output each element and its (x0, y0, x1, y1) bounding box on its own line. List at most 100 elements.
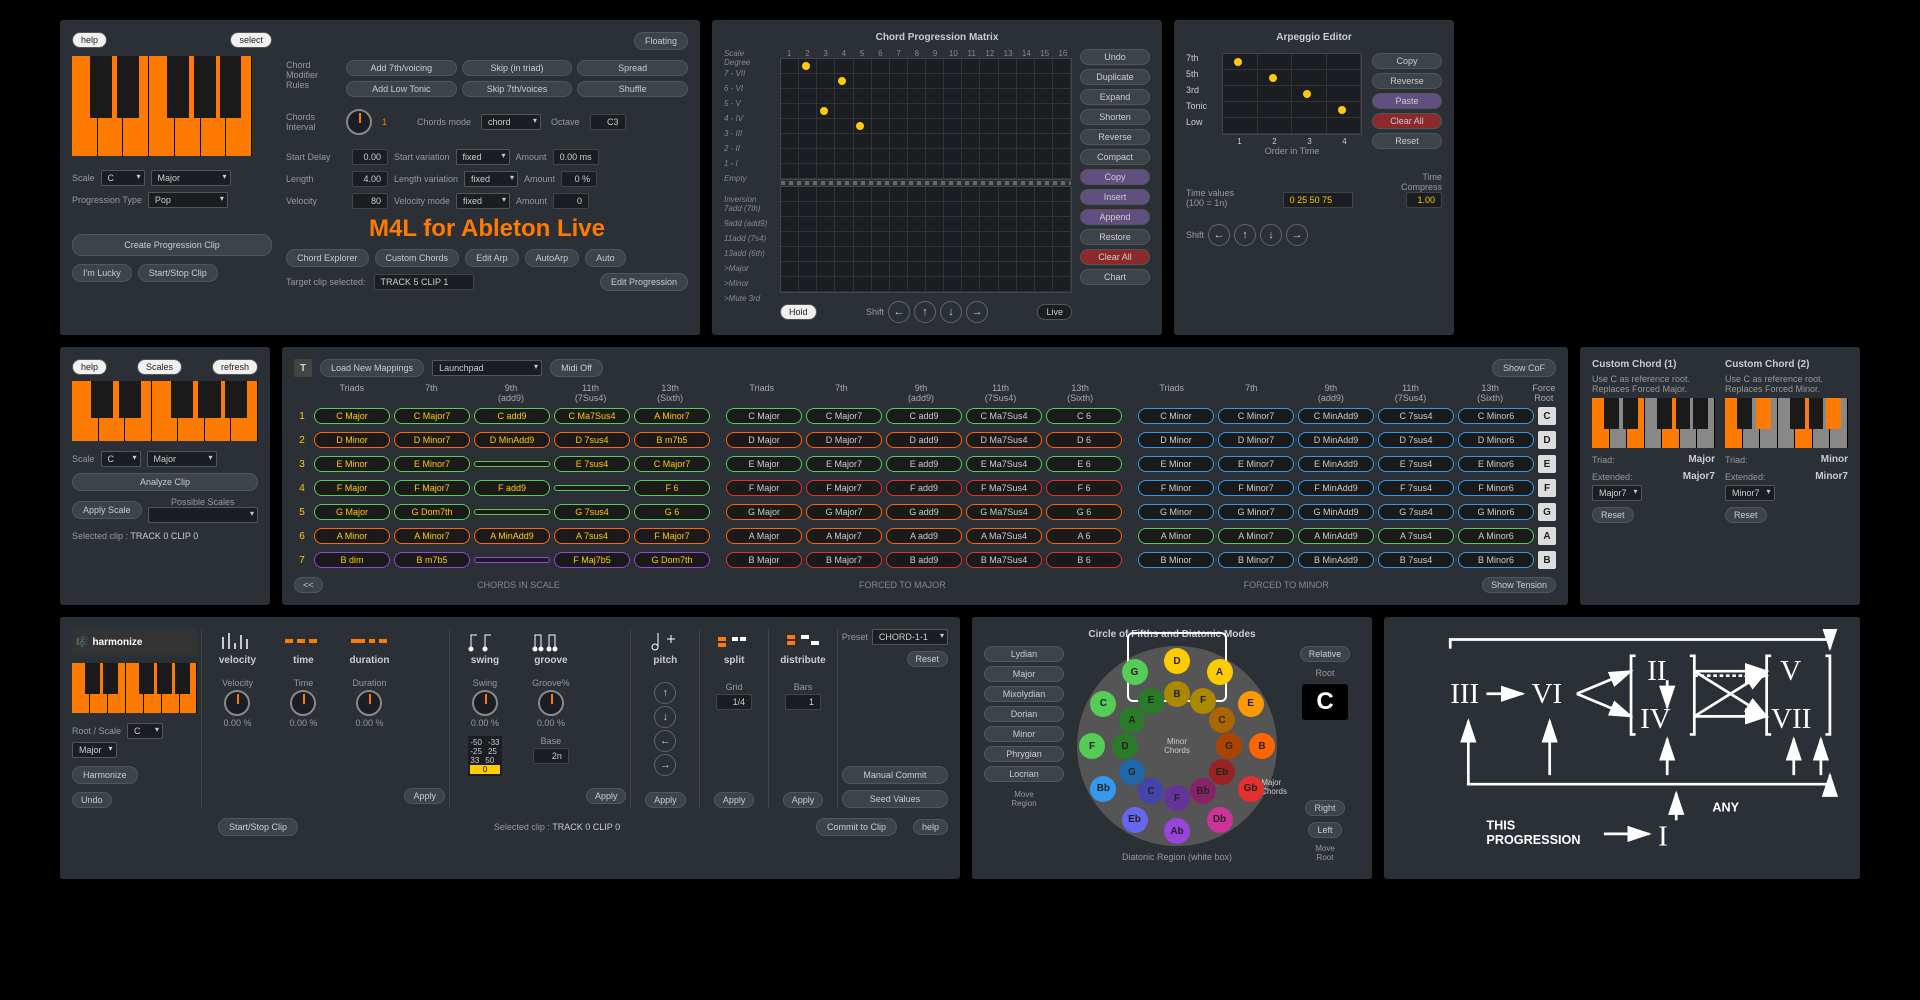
chord-pill[interactable]: B Ma7Sus4 (966, 552, 1042, 568)
seed-values-button[interactable]: Seed Values (842, 790, 948, 808)
lucky-button[interactable]: I'm Lucky (72, 264, 132, 282)
cof-note[interactable]: Eb (1122, 807, 1148, 833)
chord-pill[interactable]: F Major (726, 480, 802, 496)
auto-arp-button[interactable]: AutoArp (525, 249, 580, 267)
chord-pill[interactable] (474, 509, 550, 515)
force-root-button[interactable]: D (1538, 431, 1556, 449)
add-low-tonic-button[interactable]: Add Low Tonic (346, 81, 457, 97)
chord-pill[interactable]: D Minor7 (1218, 432, 1294, 448)
scale-type-select[interactable]: Major (151, 170, 231, 186)
chord-pill[interactable]: F add9 (886, 480, 962, 496)
shift-down-button[interactable]: ↓ (940, 301, 962, 323)
chord-pill[interactable]: A 7sus4 (1378, 528, 1454, 544)
chord-pill[interactable]: A 7sus4 (554, 528, 630, 544)
matrix-append-button[interactable]: Append (1080, 209, 1150, 225)
chord-pill[interactable]: G Major7 (806, 504, 882, 520)
force-root-button[interactable]: A (1538, 527, 1556, 545)
cof-wheel[interactable]: Minor Chords Major Chords FCGDAEBGbDbAbE… (1077, 646, 1277, 846)
cof-note[interactable]: A (1119, 707, 1145, 733)
edit-progression-button[interactable]: Edit Progression (600, 273, 688, 291)
harm-scale-select[interactable]: Major (72, 742, 117, 758)
load-mappings-button[interactable]: Load New Mappings (320, 359, 424, 377)
chord-pill[interactable]: G Minor7 (1218, 504, 1294, 520)
show-cof-button[interactable]: Show CoF (1492, 359, 1556, 377)
chord-pill[interactable]: D Minor (1138, 432, 1214, 448)
matrix-duplicate-button[interactable]: Duplicate (1080, 69, 1150, 85)
scale-root-select[interactable]: C (101, 170, 145, 186)
chord-pill[interactable]: E Ma7Sus4 (966, 456, 1042, 472)
chord-pill[interactable]: G Minor6 (1458, 504, 1534, 520)
floating-button[interactable]: Floating (634, 32, 688, 50)
chord-pill[interactable]: C add9 (886, 408, 962, 424)
matrix-undo-button[interactable]: Undo (1080, 49, 1150, 65)
analyze-clip-button[interactable]: Analyze Clip (72, 473, 258, 491)
harm-keyboard[interactable] (72, 663, 197, 713)
mode-locrian-button[interactable]: Locrian (984, 766, 1064, 782)
matrix-restore-button[interactable]: Restore (1080, 229, 1150, 245)
cof-note[interactable]: Db (1207, 807, 1233, 833)
chord-pill[interactable]: D MinAdd9 (1298, 432, 1374, 448)
time-knob[interactable] (290, 690, 316, 716)
chord-pill[interactable]: A Minor (314, 528, 390, 544)
chord-pill[interactable]: F Major (314, 480, 390, 496)
mode-lydian-button[interactable]: Lydian (984, 646, 1064, 662)
create-progression-button[interactable]: Create Progression Clip (72, 234, 272, 256)
chord-pill[interactable]: A Minor7 (1218, 528, 1294, 544)
chord-pill[interactable]: F Minor7 (1218, 480, 1294, 496)
arp-down-button[interactable]: ↓ (1260, 224, 1282, 246)
chord-pill[interactable]: G add9 (886, 504, 962, 520)
mode-phrygian-button[interactable]: Phrygian (984, 746, 1064, 762)
chord-pill[interactable]: A Minor7 (394, 528, 470, 544)
custom-chords-button[interactable]: Custom Chords (375, 249, 460, 267)
chord-pill[interactable]: G Major (314, 504, 390, 520)
skip-7th-button[interactable]: Skip 7th/voices (462, 81, 573, 97)
preset-select[interactable]: CHORD-1-1 (872, 629, 948, 645)
chord-pill[interactable]: A MinAdd9 (1298, 528, 1374, 544)
cof-note[interactable]: D (1164, 648, 1190, 674)
shuffle-button[interactable]: Shuffle (577, 81, 688, 97)
chord-pill[interactable] (474, 557, 550, 563)
keyboard-display[interactable] (72, 56, 252, 156)
chord-pill[interactable]: D Major (726, 432, 802, 448)
chord-pill[interactable]: D MinAdd9 (474, 432, 550, 448)
possible-scales-select[interactable] (148, 507, 258, 523)
chord-pill[interactable]: F MinAdd9 (1298, 480, 1374, 496)
scales-help-button[interactable]: help (72, 359, 107, 375)
cof-left-button[interactable]: Left (1308, 822, 1341, 838)
force-root-button[interactable]: C (1538, 407, 1556, 425)
chord-pill[interactable]: D 6 (1046, 432, 1122, 448)
amount-value-2[interactable]: 0 % (561, 171, 597, 187)
cof-note[interactable]: C (1090, 691, 1116, 717)
mode-major-button[interactable]: Major (984, 666, 1064, 682)
chord-pill[interactable]: C Major7 (806, 408, 882, 424)
c2-reset-button[interactable]: Reset (1725, 507, 1767, 523)
chord-pill[interactable]: C Major7 (394, 408, 470, 424)
time-values[interactable]: 0 25 50 75 (1283, 192, 1353, 208)
mode-mixolydian-button[interactable]: Mixolydian (984, 686, 1064, 702)
shift-up-button[interactable]: ↑ (914, 301, 936, 323)
chord-pill[interactable]: B Minor6 (1458, 552, 1534, 568)
cof-note[interactable]: G (1119, 759, 1145, 785)
velocity-value[interactable]: 80 (352, 193, 388, 209)
chord-pill[interactable]: C Major (314, 408, 390, 424)
chord-pill[interactable]: D add9 (886, 432, 962, 448)
swing-knob[interactable] (472, 690, 498, 716)
arp-paste-button[interactable]: Paste (1372, 93, 1442, 109)
chord-pill[interactable]: E Major7 (806, 456, 882, 472)
cof-note[interactable]: Eb (1209, 759, 1235, 785)
chord-pill[interactable]: B Minor (1138, 552, 1214, 568)
c1-reset-button[interactable]: Reset (1592, 507, 1634, 523)
matrix-insert-button[interactable]: Insert (1080, 189, 1150, 205)
start-var-select[interactable]: fixed (456, 149, 510, 165)
chord-pill[interactable]: A Major (726, 528, 802, 544)
chord-pill[interactable]: D Minor (314, 432, 390, 448)
chord-pill[interactable]: D 7sus4 (554, 432, 630, 448)
chord-pill[interactable]: F Minor (1138, 480, 1214, 496)
chord-pill[interactable]: E Minor (1138, 456, 1214, 472)
chord-pill[interactable]: E Major (726, 456, 802, 472)
arp-left-button[interactable]: ← (1208, 224, 1230, 246)
amount-value-3[interactable]: 0 (553, 193, 589, 209)
c2-chord-select[interactable]: Minor7 (1725, 485, 1775, 501)
hold-button[interactable]: Hold (780, 304, 817, 320)
harm-root-select[interactable]: C (127, 723, 163, 739)
